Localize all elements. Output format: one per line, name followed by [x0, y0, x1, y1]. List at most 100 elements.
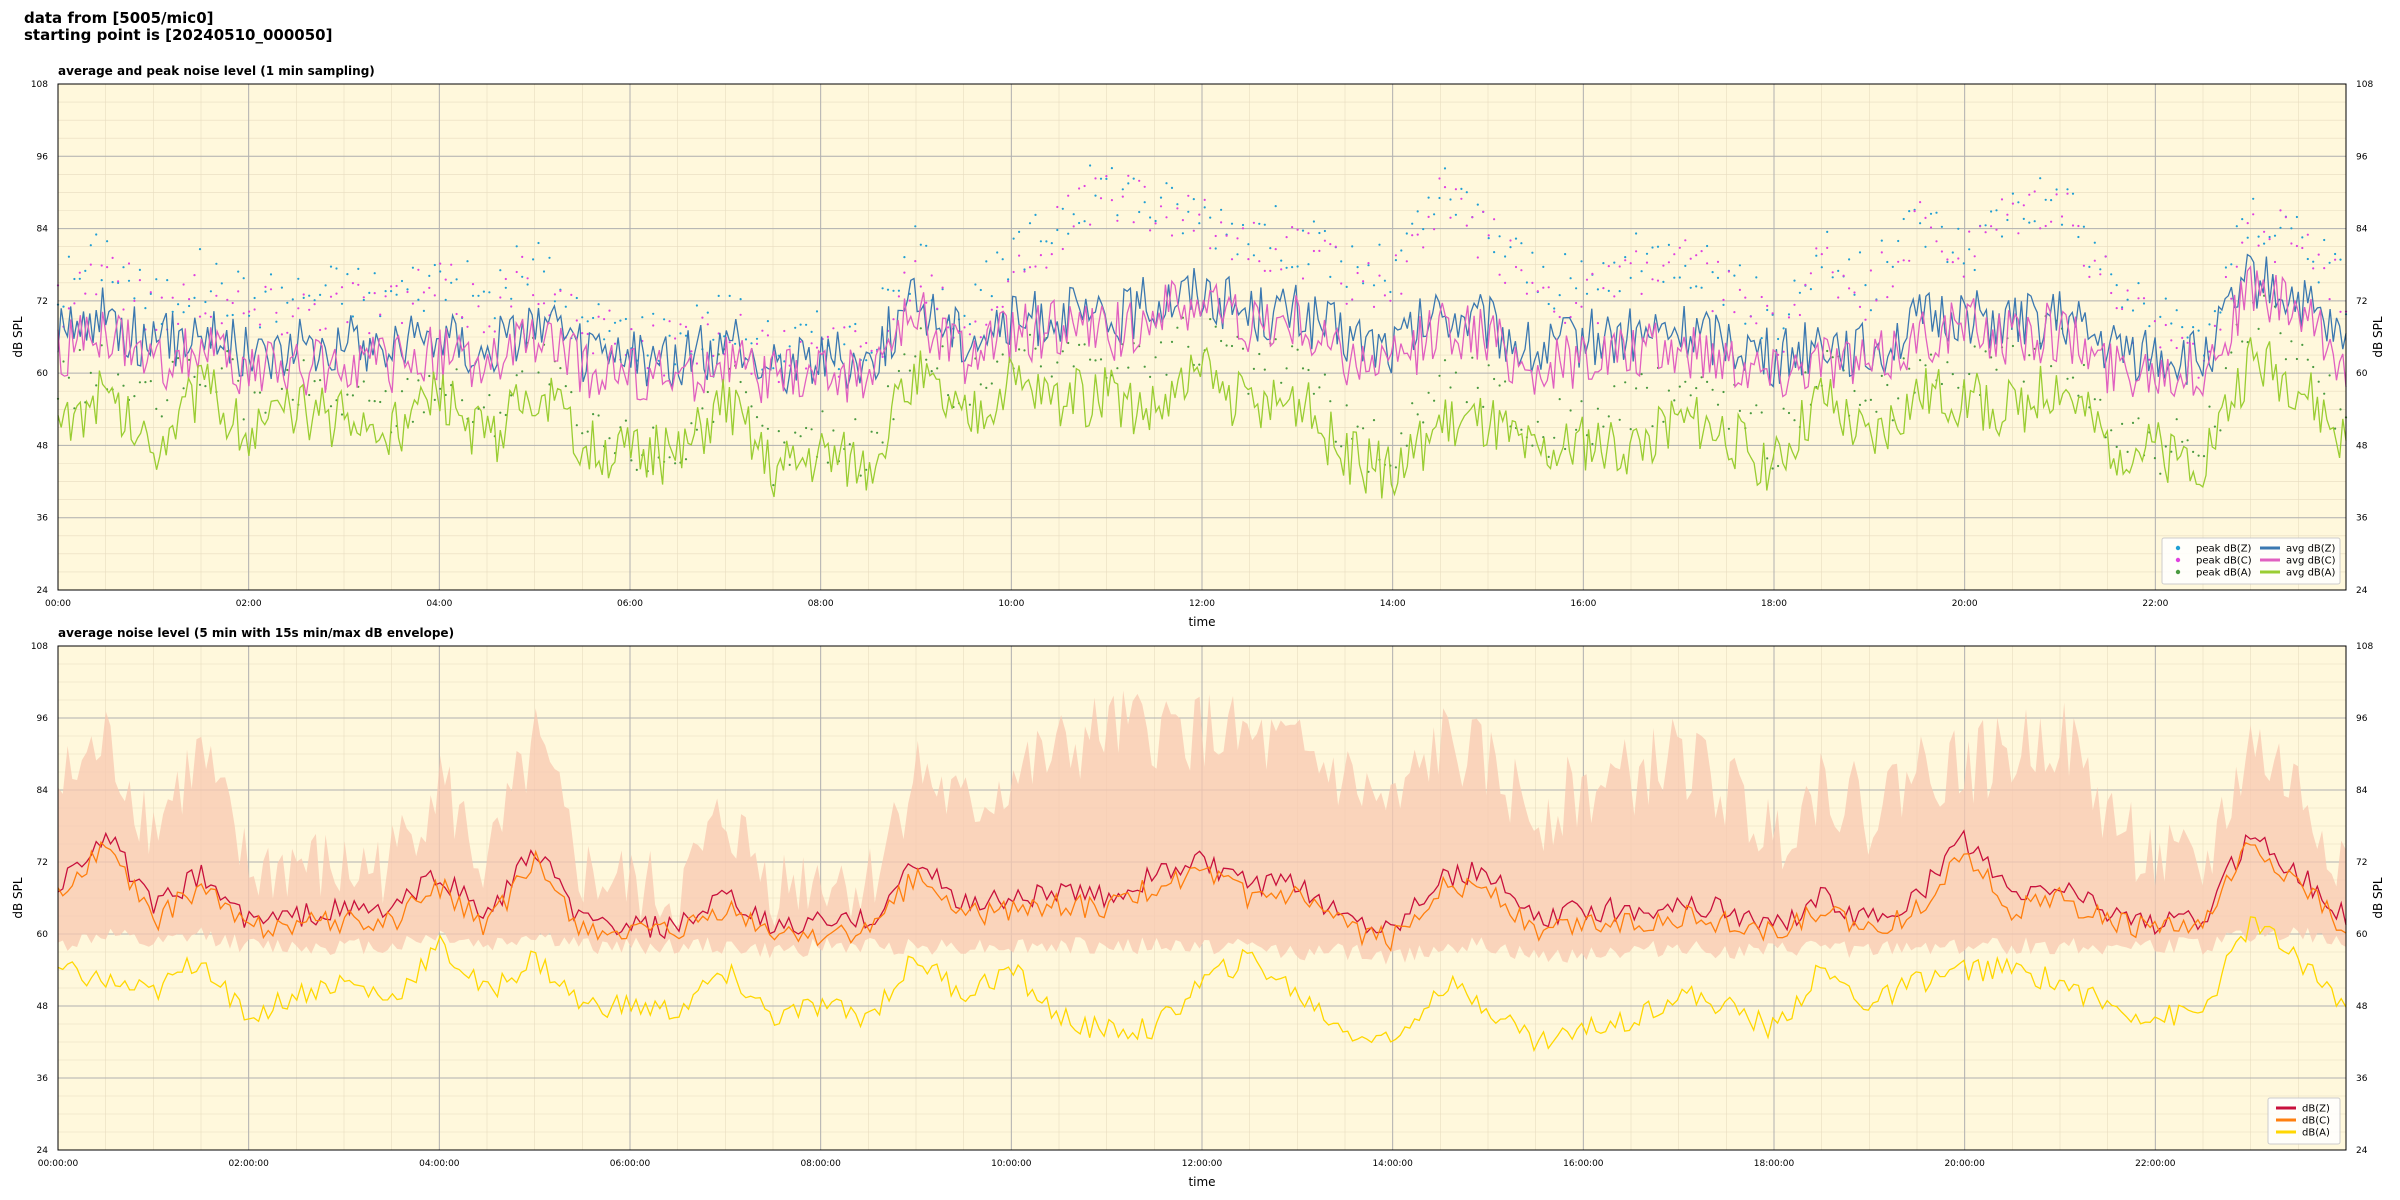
- y-tick-label: 84: [37, 786, 49, 796]
- data-point: [1482, 210, 1485, 213]
- data-point: [1214, 234, 1217, 238]
- data-point: [1007, 278, 1010, 281]
- data-point: [581, 432, 584, 435]
- data-point: [695, 304, 699, 307]
- data-point: [433, 294, 436, 297]
- data-point: [515, 270, 518, 274]
- data-point: [1443, 359, 1447, 362]
- data-point: [67, 376, 70, 379]
- data-point: [411, 302, 414, 305]
- data-point: [1018, 254, 1021, 257]
- data-point: [1034, 213, 1037, 216]
- data-point: [1837, 269, 1840, 272]
- y-tick-label-right: 96: [2356, 714, 2368, 724]
- data-point: [897, 295, 901, 298]
- data-point: [89, 371, 92, 374]
- data-point: [1667, 261, 1670, 264]
- data-point: [2131, 421, 2135, 424]
- data-point: [723, 335, 726, 338]
- data-point: [903, 256, 906, 259]
- data-point: [351, 394, 354, 397]
- data-point: [2000, 198, 2004, 201]
- data-point: [684, 458, 688, 461]
- data-point: [499, 296, 502, 299]
- data-point: [613, 321, 617, 324]
- data-point: [1618, 290, 1621, 293]
- data-point: [1869, 398, 1872, 401]
- data-point: [1793, 279, 1796, 282]
- data-point: [1837, 296, 1840, 299]
- data-point: [1831, 356, 1834, 359]
- data-point: [1940, 250, 1943, 253]
- data-point: [1651, 246, 1654, 249]
- data-point: [2022, 204, 2025, 207]
- data-point: [171, 296, 174, 299]
- data-point: [1340, 445, 1343, 448]
- data-point: [1400, 249, 1403, 252]
- data-point: [1296, 348, 1299, 351]
- data-point: [2022, 217, 2025, 220]
- data-point: [2208, 323, 2211, 326]
- data-point: [461, 316, 464, 319]
- data-point: [2257, 244, 2260, 247]
- data-point: [2170, 339, 2173, 342]
- data-point: [149, 291, 152, 294]
- y-tick-label-right: 48: [2356, 1002, 2368, 1012]
- data-point: [1132, 177, 1135, 180]
- data-point: [1842, 274, 1845, 277]
- data-point: [2334, 427, 2337, 430]
- data-point: [788, 463, 791, 466]
- data-point: [1678, 385, 1681, 388]
- data-point: [619, 319, 622, 322]
- data-point: [1001, 353, 1004, 356]
- data-point: [1908, 210, 1911, 213]
- data-point: [766, 427, 770, 430]
- x-tick-label: 18:00:00: [1754, 1159, 1795, 1169]
- data-point: [1187, 194, 1190, 197]
- data-point: [668, 320, 671, 323]
- data-point: [1105, 175, 1108, 178]
- data-point: [1656, 279, 1660, 282]
- data-point: [2295, 244, 2298, 248]
- data-point: [1252, 367, 1255, 370]
- data-point: [1214, 247, 1217, 250]
- data-point: [1575, 287, 1578, 290]
- data-point: [450, 263, 453, 266]
- data-point: [2197, 376, 2200, 379]
- data-point: [2060, 215, 2064, 218]
- data-point: [2159, 315, 2162, 318]
- data-point: [679, 323, 682, 326]
- data-point: [384, 290, 387, 293]
- data-point: [1280, 381, 1283, 384]
- data-point: [2279, 226, 2282, 229]
- data-point: [1793, 419, 1796, 422]
- data-point: [384, 390, 387, 393]
- data-point: [1826, 246, 1829, 249]
- data-point: [1028, 266, 1032, 269]
- data-point: [1629, 262, 1632, 265]
- plot-frame: [57, 645, 2347, 1151]
- data-point: [1886, 260, 1889, 264]
- data-point: [1946, 260, 1949, 264]
- data-point: [1367, 262, 1370, 265]
- data-point: [111, 256, 114, 259]
- data-point: [1864, 399, 1867, 402]
- data-point: [1514, 237, 1518, 240]
- data-point: [2071, 192, 2075, 195]
- data-point: [373, 272, 376, 275]
- data-point: [1061, 207, 1064, 210]
- data-point: [1323, 229, 1326, 233]
- data-point: [1372, 305, 1376, 308]
- x-tick-label: 06:00: [617, 599, 643, 609]
- data-point: [1089, 164, 1092, 167]
- data-point: [1345, 404, 1348, 407]
- data-point: [1558, 315, 1561, 319]
- data-point: [1487, 234, 1490, 237]
- data-point: [1039, 365, 1042, 368]
- legend-box: [2161, 537, 2341, 585]
- data-point: [2334, 252, 2337, 256]
- data-point: [2066, 188, 2069, 191]
- data-point: [1766, 304, 1769, 307]
- data-point: [1733, 274, 1736, 277]
- data-point: [2284, 358, 2287, 361]
